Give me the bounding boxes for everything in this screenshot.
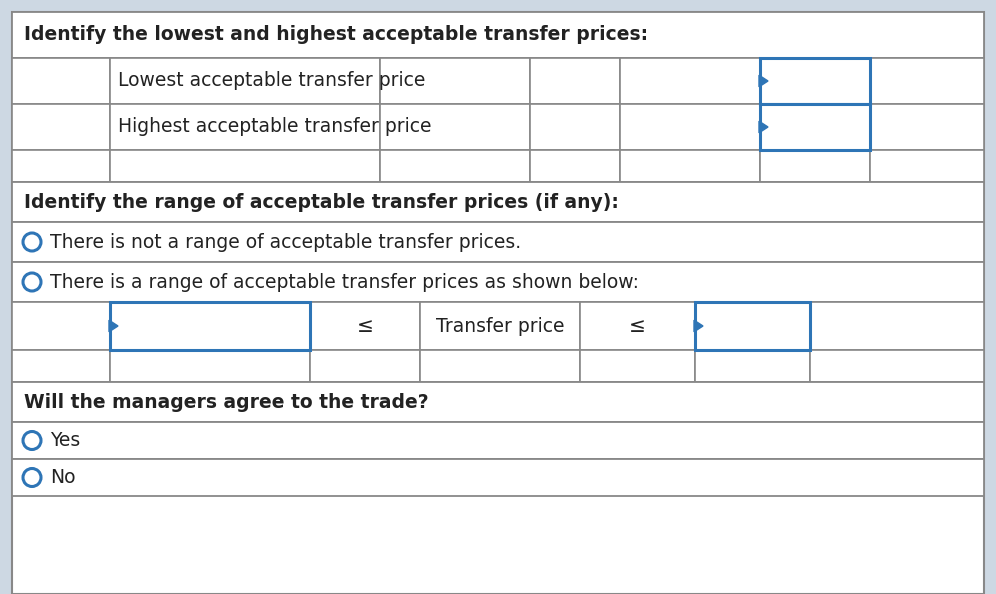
Bar xyxy=(760,104,870,150)
Bar xyxy=(760,58,870,104)
Bar xyxy=(12,302,110,350)
Bar xyxy=(760,150,870,182)
Bar xyxy=(760,104,870,150)
Polygon shape xyxy=(759,121,768,133)
Bar xyxy=(870,104,984,150)
Text: Lowest acceptable transfer price: Lowest acceptable transfer price xyxy=(118,71,425,90)
Text: Identify the range of acceptable transfer prices (if any):: Identify the range of acceptable transfe… xyxy=(24,192,619,211)
Bar xyxy=(810,302,984,350)
Bar xyxy=(620,150,760,182)
Bar xyxy=(530,104,620,150)
Bar xyxy=(420,302,580,350)
Bar xyxy=(695,302,810,350)
Bar xyxy=(695,350,810,382)
Text: Highest acceptable transfer price: Highest acceptable transfer price xyxy=(118,118,431,137)
Bar xyxy=(12,104,110,150)
Bar xyxy=(12,422,984,459)
Bar xyxy=(420,350,580,382)
Text: There is not a range of acceptable transfer prices.: There is not a range of acceptable trans… xyxy=(50,232,521,251)
Bar xyxy=(620,104,760,150)
Polygon shape xyxy=(759,75,768,87)
Text: ≤: ≤ xyxy=(628,317,645,336)
Bar xyxy=(110,302,310,350)
Bar xyxy=(380,104,530,150)
Bar xyxy=(12,12,984,58)
Bar xyxy=(12,459,984,496)
Bar xyxy=(870,150,984,182)
Bar xyxy=(580,350,695,382)
Bar xyxy=(12,222,984,262)
Polygon shape xyxy=(109,320,118,332)
Bar xyxy=(620,58,760,104)
Bar xyxy=(12,58,110,104)
Bar xyxy=(760,58,870,104)
Bar xyxy=(12,150,110,182)
Text: No: No xyxy=(50,468,76,487)
Bar xyxy=(530,58,620,104)
Bar xyxy=(12,262,984,302)
Bar xyxy=(110,150,380,182)
Bar xyxy=(12,350,110,382)
Bar xyxy=(580,302,695,350)
Bar xyxy=(110,302,310,350)
Text: There is a range of acceptable transfer prices as shown below:: There is a range of acceptable transfer … xyxy=(50,273,639,292)
Bar xyxy=(380,150,530,182)
Text: ≤: ≤ xyxy=(357,317,374,336)
Bar xyxy=(12,382,984,422)
Text: Identify the lowest and highest acceptable transfer prices:: Identify the lowest and highest acceptab… xyxy=(24,26,648,45)
Bar xyxy=(110,58,380,104)
Bar xyxy=(530,150,620,182)
Bar xyxy=(810,350,984,382)
Bar xyxy=(110,350,310,382)
Polygon shape xyxy=(694,320,703,332)
Bar xyxy=(380,58,530,104)
Bar xyxy=(870,58,984,104)
Bar xyxy=(110,104,380,150)
Bar xyxy=(695,302,810,350)
Text: Will the managers agree to the trade?: Will the managers agree to the trade? xyxy=(24,393,428,412)
Bar xyxy=(310,302,420,350)
Text: Yes: Yes xyxy=(50,431,81,450)
Text: Transfer price: Transfer price xyxy=(435,317,565,336)
Bar xyxy=(12,182,984,222)
Bar xyxy=(310,350,420,382)
